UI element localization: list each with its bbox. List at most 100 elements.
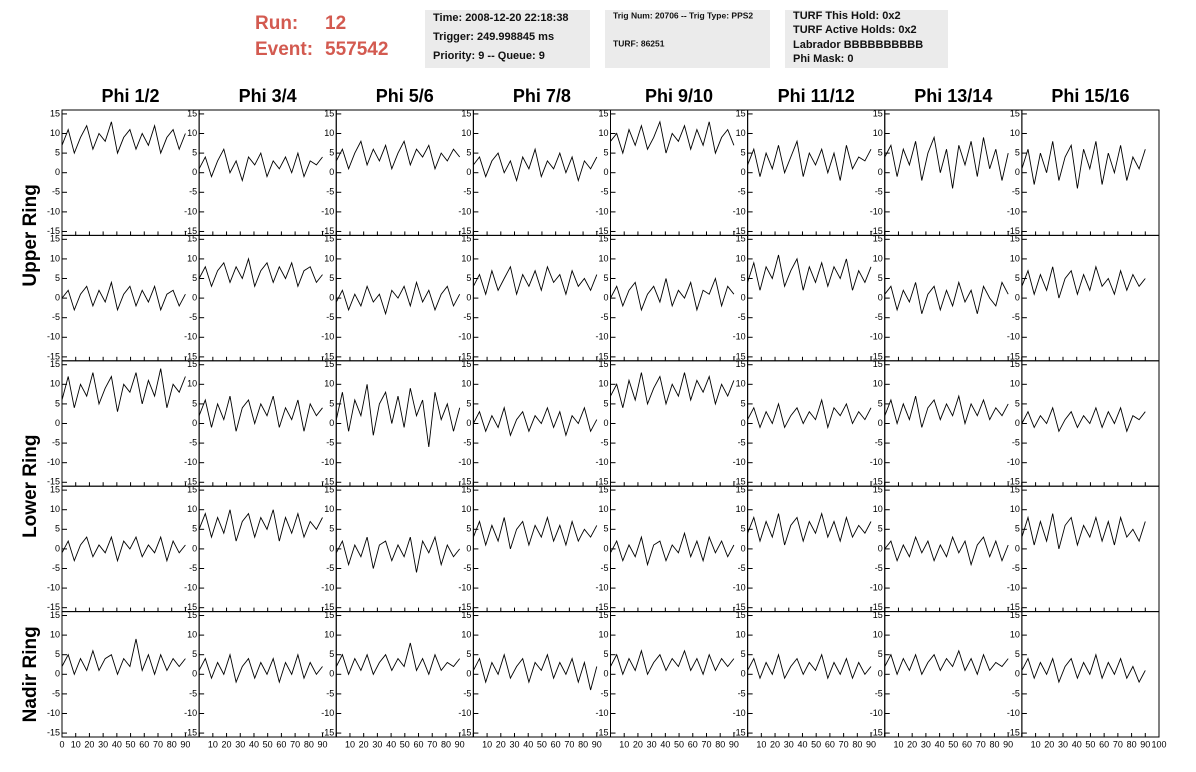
y-tick-label: -5 bbox=[52, 437, 60, 447]
y-tick-label: -5 bbox=[738, 563, 746, 573]
y-tick-label: 10 bbox=[598, 504, 608, 514]
y-tick-label: 10 bbox=[461, 253, 471, 263]
y-tick-label: -10 bbox=[733, 206, 746, 216]
panel-frame bbox=[472, 360, 611, 487]
y-tick-label: -15 bbox=[458, 602, 471, 612]
waveform bbox=[884, 649, 1009, 676]
waveform bbox=[884, 535, 1009, 567]
y-tick-label: -10 bbox=[595, 708, 608, 718]
panel-frame bbox=[61, 234, 200, 362]
y-tick-label: 15 bbox=[187, 359, 197, 369]
y-tick-label: -15 bbox=[870, 351, 883, 361]
ring-label: Upper Ring bbox=[20, 184, 41, 286]
y-tick-label: 10 bbox=[187, 629, 197, 639]
y-tick-label: -5 bbox=[189, 563, 197, 573]
waveform bbox=[198, 395, 323, 432]
y-tick-label: -10 bbox=[321, 332, 334, 342]
y-tick-label: 0 bbox=[55, 418, 60, 428]
x-tick-label: 60 bbox=[414, 739, 424, 749]
y-tick-label: 0 bbox=[55, 292, 60, 302]
y-tick-label: 15 bbox=[598, 484, 608, 494]
y-tick-label: -10 bbox=[870, 457, 883, 467]
x-tick-label: 90 bbox=[180, 739, 190, 749]
y-tick-label: -5 bbox=[189, 312, 197, 322]
x-tick-label: 40 bbox=[1072, 739, 1082, 749]
y-tick-label: 15 bbox=[1010, 108, 1020, 118]
y-tick-label: -10 bbox=[184, 206, 197, 216]
y-tick-label: 10 bbox=[461, 128, 471, 138]
x-tick-label: 20 bbox=[222, 739, 232, 749]
y-tick-label: 10 bbox=[324, 253, 334, 263]
y-tick-label: -10 bbox=[458, 457, 471, 467]
y-tick-label: -5 bbox=[326, 437, 334, 447]
waveform bbox=[61, 280, 186, 312]
y-tick-label: 5 bbox=[741, 524, 746, 534]
y-tick-label: 0 bbox=[741, 167, 746, 177]
info-line: TURF This Hold: 0x2 bbox=[793, 10, 901, 22]
y-tick-label: 10 bbox=[187, 128, 197, 138]
y-tick-label: -15 bbox=[1007, 727, 1020, 737]
y-tick-label: 10 bbox=[50, 128, 60, 138]
y-tick-label: 5 bbox=[329, 649, 334, 659]
x-tick-label: 50 bbox=[1085, 739, 1095, 749]
x-tick-label: 80 bbox=[989, 739, 999, 749]
y-tick-label: -5 bbox=[1012, 437, 1020, 447]
y-tick-label: -5 bbox=[600, 312, 608, 322]
x-tick-label: 90 bbox=[1140, 739, 1150, 749]
waveform bbox=[473, 265, 598, 296]
x-tick-label: 30 bbox=[98, 739, 108, 749]
y-tick-label: -5 bbox=[463, 688, 471, 698]
x-tick-label: 60 bbox=[688, 739, 698, 749]
info-line: TURF: 86251 bbox=[613, 38, 665, 48]
y-tick-label: 0 bbox=[878, 292, 883, 302]
y-tick-label: -5 bbox=[600, 437, 608, 447]
waveform bbox=[198, 147, 323, 183]
column-title: Phi 9/10 bbox=[645, 86, 713, 106]
y-tick-label: 5 bbox=[192, 273, 197, 283]
y-tick-label: 10 bbox=[324, 629, 334, 639]
y-tick-label: 5 bbox=[741, 398, 746, 408]
x-tick-label: 60 bbox=[1099, 739, 1109, 749]
x-tick-label: 20 bbox=[770, 739, 780, 749]
x-tick-label: 90 bbox=[729, 739, 739, 749]
y-tick-label: 10 bbox=[461, 504, 471, 514]
y-tick-label: 10 bbox=[1010, 629, 1020, 639]
info-line: Labrador BBBBBBBBBB bbox=[793, 39, 923, 51]
y-tick-label: 0 bbox=[192, 292, 197, 302]
waveform bbox=[61, 121, 186, 155]
waveform bbox=[198, 509, 323, 542]
y-tick-label: 15 bbox=[736, 359, 746, 369]
y-tick-label: -15 bbox=[1007, 477, 1020, 487]
x-tick-label: 40 bbox=[249, 739, 259, 749]
y-tick-label: -10 bbox=[595, 206, 608, 216]
x-tick-label: 80 bbox=[852, 739, 862, 749]
x-tick-label: 40 bbox=[797, 739, 807, 749]
y-tick-label: 0 bbox=[329, 543, 334, 553]
y-tick-label: 10 bbox=[1010, 504, 1020, 514]
y-tick-label: -5 bbox=[326, 688, 334, 698]
y-tick-label: 15 bbox=[324, 359, 334, 369]
panel-frame bbox=[198, 485, 337, 613]
y-tick-label: 5 bbox=[55, 524, 60, 534]
y-tick-label: 5 bbox=[192, 147, 197, 157]
x-tick-label: 40 bbox=[386, 739, 396, 749]
y-tick-label: 15 bbox=[187, 484, 197, 494]
x-tick-label: 90 bbox=[1003, 739, 1013, 749]
panel-frame bbox=[472, 611, 611, 738]
y-tick-label: -15 bbox=[47, 226, 60, 236]
y-tick-label: 15 bbox=[50, 359, 60, 369]
waveform bbox=[335, 535, 461, 573]
y-tick-label: -10 bbox=[458, 708, 471, 718]
y-tick-label: -15 bbox=[458, 226, 471, 236]
y-tick-label: 5 bbox=[741, 273, 746, 283]
y-tick-label: -15 bbox=[47, 351, 60, 361]
y-tick-label: 0 bbox=[192, 418, 197, 428]
x-tick-label: 80 bbox=[1127, 739, 1137, 749]
y-tick-label: 0 bbox=[1015, 418, 1020, 428]
column-title: Phi 1/2 bbox=[102, 86, 160, 106]
y-tick-label: -10 bbox=[321, 457, 334, 467]
y-tick-label: 5 bbox=[603, 524, 608, 534]
y-tick-label: -15 bbox=[184, 602, 197, 612]
y-tick-label: -5 bbox=[189, 437, 197, 447]
y-tick-label: 10 bbox=[873, 629, 883, 639]
